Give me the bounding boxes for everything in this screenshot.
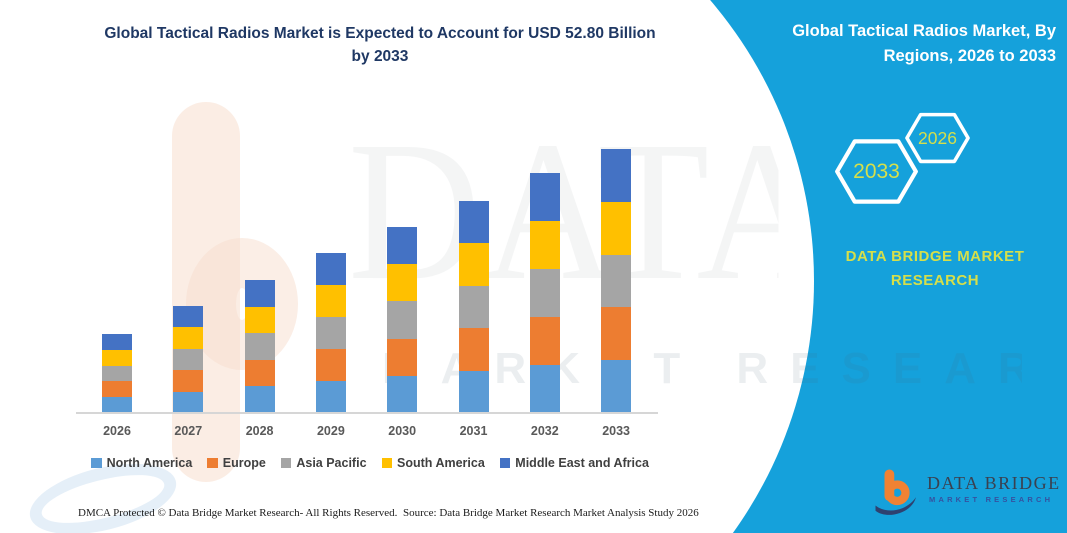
bar-segment-europe [244, 359, 275, 387]
bar-segment-south-america [387, 264, 418, 302]
stacked-bar-2029 [315, 253, 346, 413]
bar-segment-middle-east-and-africa [601, 149, 632, 202]
bar-segment-south-america [601, 201, 632, 255]
bar-segment-asia-pacific [387, 301, 418, 339]
hexagon-outline-icon [905, 112, 970, 164]
x-axis-label-2027: 2027 [174, 424, 203, 438]
legend-item-north-america: North America [91, 456, 192, 470]
bar-segment-middle-east-and-africa [315, 253, 346, 285]
legend-item-europe: Europe [207, 456, 266, 470]
logo-title: DATA BRIDGE [927, 473, 1061, 493]
stacked-bar-2028 [244, 280, 275, 413]
hexagon-2026: 2026 [903, 112, 972, 164]
legend-marker-icon [499, 457, 511, 469]
bar-segment-north-america [102, 397, 132, 413]
bar-segment-middle-east-and-africa [529, 173, 560, 221]
logo-subtitle: MARKET RESEARCH [929, 495, 1054, 504]
bar-segment-south-america [458, 243, 489, 286]
stacked-bar-2026 [102, 334, 132, 413]
watermark-text-large: DATA BRIDGE [348, 112, 779, 322]
bar-segment-asia-pacific [102, 365, 132, 382]
legend-item-south-america: South America [381, 456, 485, 470]
bar-segment-middle-east-and-africa [102, 334, 132, 350]
x-axis-label-2033: 2033 [602, 424, 630, 438]
legend-label: North America [106, 456, 193, 470]
x-axis-label-2026: 2026 [103, 424, 131, 438]
legend-marker-icon [280, 457, 292, 469]
chart-title-line1: Global Tactical Radios Market is Expecte… [104, 25, 656, 42]
legend-label: Asia Pacific [296, 456, 367, 470]
legend-label: Middle East and Africa [515, 456, 649, 470]
stacked-bar-2033 [601, 149, 632, 413]
bar-segment-europe [387, 338, 418, 376]
legend-label: Europe [222, 456, 266, 470]
bar-segment-north-america [387, 375, 418, 413]
hexagon-2033-label: 2033 [853, 159, 900, 183]
bar-segment-north-america [173, 391, 204, 413]
data-bridge-logo: DATA BRIDGE MARKET RESEARCH [874, 462, 1059, 524]
right-panel-title-line2: Regions, 2026 to 2033 [883, 47, 1056, 65]
legend-item-middle-east-and-africa: Middle East and Africa [499, 456, 649, 470]
chart-title-line2: by 2033 [351, 47, 409, 65]
bar-segment-north-america [244, 386, 275, 413]
bar-segment-north-america [601, 360, 632, 413]
right-panel-title: Global Tactical Radios Market, By Region… [740, 19, 1056, 69]
legend-item-asia-pacific: Asia Pacific [280, 456, 367, 470]
bar-segment-south-america [173, 327, 204, 349]
bar-segment-asia-pacific [601, 254, 632, 308]
bar-segment-south-america [102, 349, 132, 366]
x-axis-line [76, 412, 658, 414]
bar-segment-south-america [244, 306, 275, 334]
bar-segment-europe [315, 349, 346, 381]
legend-label: South America [397, 456, 485, 470]
bar-segment-south-america [529, 221, 560, 269]
bar-segment-europe [601, 307, 632, 361]
brand-name-line2: RESEARCH [890, 272, 980, 289]
bar-segment-asia-pacific [315, 317, 346, 349]
brand-name-line1: DATA BRIDGE MARKET [845, 248, 1025, 265]
x-axis-label-2031: 2031 [459, 424, 488, 438]
legend-marker-icon [207, 457, 218, 469]
stacked-bar-2030 [387, 227, 418, 413]
bar-segment-south-america [315, 285, 346, 317]
stacked-bar-2031 [458, 201, 489, 413]
bar-segment-europe [102, 381, 132, 398]
hexagon-2033: 2033 [833, 138, 920, 205]
watermark-text-row: MARKET RESEARCH [382, 344, 1022, 393]
bar-segment-north-america [458, 370, 489, 413]
bar-segment-middle-east-and-africa [244, 280, 275, 307]
bar-segment-asia-pacific [458, 285, 489, 329]
dmca-copyright-text: DMCA Protected © Data Bridge Market Rese… [78, 507, 398, 519]
bar-segment-north-america [315, 381, 346, 413]
hexagon-outline-icon [835, 139, 918, 204]
bar-segment-middle-east-and-africa [458, 201, 489, 244]
brand-name-text: DATA BRIDGE MARKET RESEARCH [790, 245, 1067, 293]
chart-legend: North America Europe Asia Pacific South Ame… [70, 456, 670, 470]
x-axis-label-2032: 2032 [530, 424, 559, 438]
bar-segment-middle-east-and-africa [387, 227, 418, 265]
bar-segment-asia-pacific [529, 269, 560, 317]
bar-segment-europe [458, 328, 489, 371]
bar-segment-north-america [529, 365, 560, 413]
chart-title: Global Tactical Radios Market is Expecte… [45, 23, 715, 68]
bar-segment-europe [173, 370, 204, 392]
legend-marker-icon [381, 457, 393, 469]
stacked-bar-2027 [173, 306, 204, 413]
bar-segment-asia-pacific [173, 348, 204, 371]
bar-segment-middle-east-and-africa [173, 306, 204, 328]
source-text: Source: Data Bridge Market Research Mark… [403, 507, 699, 519]
right-panel-title-line1: Global Tactical Radios Market, By [792, 22, 1056, 40]
x-axis-label-2030: 2030 [388, 424, 417, 438]
bar-segment-asia-pacific [244, 333, 275, 360]
bar-segment-europe [529, 317, 560, 365]
hexagon-2026-label: 2026 [918, 127, 957, 148]
legend-marker-icon [91, 457, 102, 469]
x-axis-label-2028: 2028 [245, 424, 274, 438]
x-axis-label-2029: 2029 [316, 424, 345, 438]
stacked-bar-2032 [529, 173, 560, 413]
data-bridge-logo-icon [875, 469, 916, 515]
